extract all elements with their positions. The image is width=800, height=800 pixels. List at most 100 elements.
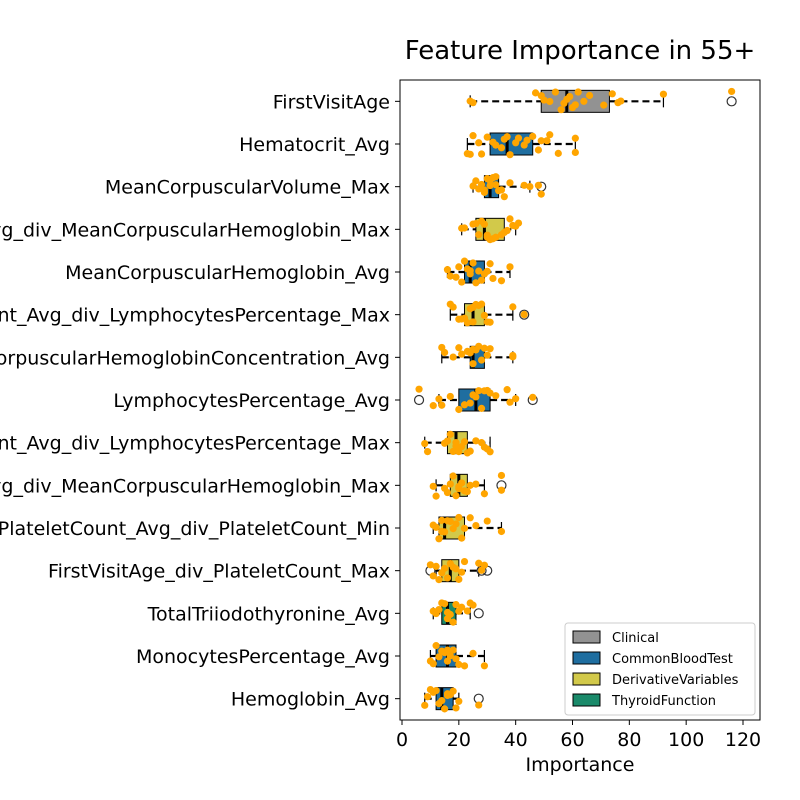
data-point xyxy=(446,480,454,488)
data-point xyxy=(460,401,469,409)
data-point xyxy=(531,89,540,97)
data-point xyxy=(466,150,474,158)
data-point xyxy=(472,437,480,445)
data-point xyxy=(469,132,477,140)
data-point xyxy=(543,137,551,145)
data-point xyxy=(435,576,443,584)
outlier-marker xyxy=(519,309,530,320)
data-point xyxy=(452,655,460,663)
data-point xyxy=(452,565,460,573)
data-point xyxy=(529,393,537,401)
legend-label: Clinical xyxy=(612,631,659,646)
data-point xyxy=(446,430,454,438)
y-tick-label: FirstVisitAge xyxy=(273,91,390,113)
outlier-marker xyxy=(473,608,484,619)
data-point xyxy=(460,224,469,232)
data-point xyxy=(469,318,477,326)
data-point xyxy=(489,274,497,283)
data-point xyxy=(529,132,537,140)
legend-label: DerivativeVariables xyxy=(612,673,739,688)
y-tick-label: Hematocrit_Avg xyxy=(239,134,390,156)
data-point xyxy=(617,97,625,105)
data-point xyxy=(480,344,489,352)
data-point xyxy=(480,220,489,228)
data-point xyxy=(421,439,429,448)
plot-frame xyxy=(399,79,761,721)
data-point xyxy=(728,87,736,96)
data-point xyxy=(557,106,565,114)
data-point xyxy=(458,603,466,611)
data-point xyxy=(455,697,463,705)
data-point xyxy=(472,480,480,488)
x-axis-label: Importance xyxy=(526,754,635,776)
data-point xyxy=(463,319,471,327)
data-point xyxy=(600,101,608,109)
data-point xyxy=(571,148,579,157)
data-point xyxy=(497,144,506,152)
data-point xyxy=(492,141,500,149)
data-point xyxy=(458,534,466,542)
data-point xyxy=(477,180,486,189)
data-point xyxy=(458,278,466,286)
data-point xyxy=(429,572,437,580)
data-point xyxy=(503,386,511,394)
data-point xyxy=(446,272,454,280)
data-point xyxy=(432,523,440,531)
data-point xyxy=(477,300,486,308)
data-point xyxy=(460,524,469,532)
data-point xyxy=(455,575,463,583)
data-point xyxy=(580,97,588,105)
data-point xyxy=(509,351,517,360)
data-point xyxy=(509,303,517,311)
data-point xyxy=(475,701,483,709)
data-point xyxy=(452,273,460,281)
data-point xyxy=(480,561,489,569)
data-point xyxy=(423,693,432,701)
data-point xyxy=(441,600,449,608)
data-points xyxy=(415,87,736,713)
data-point xyxy=(492,233,500,241)
data-point xyxy=(472,219,480,228)
data-point xyxy=(480,311,489,320)
data-point xyxy=(506,179,514,187)
y-tick-label: WhiteBloodCellCount_Avg_div_LymphocytesP… xyxy=(0,305,390,327)
data-point xyxy=(455,405,463,414)
data-point xyxy=(497,277,506,285)
data-point xyxy=(463,607,471,615)
x-tick-label: 120 xyxy=(725,729,761,751)
data-point xyxy=(497,471,506,480)
data-point xyxy=(452,439,460,447)
y-tick-label: LymphocytesPercentage_Avg xyxy=(113,390,390,412)
data-point xyxy=(432,492,440,500)
data-point xyxy=(477,404,486,412)
data-point xyxy=(585,91,594,100)
data-point xyxy=(503,133,511,141)
data-point xyxy=(546,97,554,106)
data-point xyxy=(526,182,534,191)
data-point xyxy=(546,131,554,139)
data-point xyxy=(446,517,454,526)
legend-box xyxy=(564,622,756,716)
data-point xyxy=(460,438,469,446)
data-point xyxy=(449,303,457,311)
data-point xyxy=(466,447,474,455)
y-tick-label: Hemoglobin_Avg xyxy=(231,689,390,711)
x-axis-ticks: 0 20 40 60 80 100 120 xyxy=(396,720,761,751)
data-point xyxy=(466,267,474,275)
data-point xyxy=(475,139,483,147)
legend-label: CommonBloodTest xyxy=(612,652,733,667)
data-point xyxy=(503,226,511,235)
y-tick-label: MeanCorpuscularVolume_Max xyxy=(105,177,390,199)
data-point xyxy=(608,90,616,98)
data-point xyxy=(426,561,435,569)
data-point xyxy=(460,257,469,265)
data-point xyxy=(421,701,429,709)
data-point xyxy=(429,660,437,668)
data-point xyxy=(534,146,543,154)
data-point xyxy=(554,149,562,157)
data-point xyxy=(523,136,531,144)
data-point xyxy=(432,642,440,650)
data-point xyxy=(506,263,514,271)
y-tick-label: MeanCorpuscularVolume_Avg_div_MeanCorpus… xyxy=(0,475,390,497)
data-point xyxy=(443,646,452,654)
